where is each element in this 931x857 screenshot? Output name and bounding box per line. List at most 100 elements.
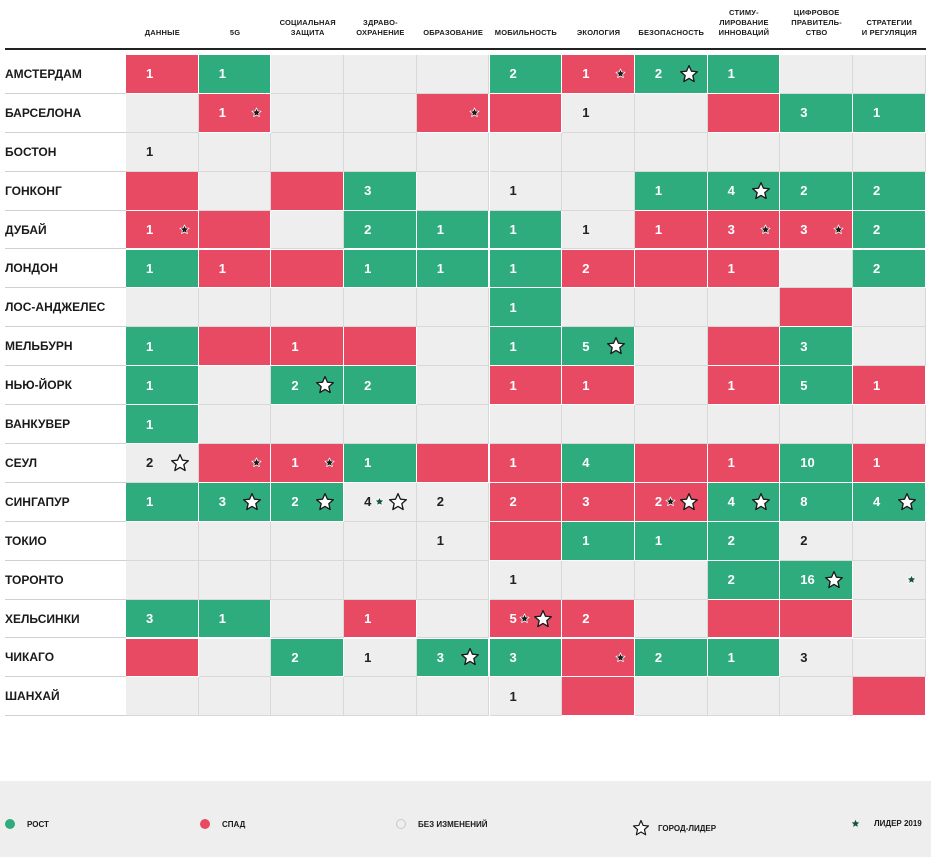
table-cell bbox=[853, 560, 926, 600]
cell-value: 1 bbox=[436, 222, 445, 238]
table-cell bbox=[853, 55, 926, 94]
row-city-label: ГОНКОНГ bbox=[5, 172, 126, 211]
cell-value: 5 bbox=[582, 338, 590, 354]
legend-item-none: БЕЗ ИЗМЕНЕНИЙ bbox=[396, 819, 487, 829]
city-leader-star-icon bbox=[751, 492, 771, 512]
table-cell: 1 bbox=[853, 366, 926, 406]
table-cell: 1 bbox=[416, 210, 490, 250]
red-dot-icon bbox=[200, 819, 210, 829]
table-cell bbox=[634, 327, 708, 367]
table-cell: 1 bbox=[634, 210, 708, 250]
leader-2019-star-icon bbox=[615, 652, 626, 663]
row-city-label: АМСТЕРДАМ bbox=[5, 55, 126, 94]
table-cell bbox=[634, 93, 708, 133]
legend-label-none: БЕЗ ИЗМЕНЕНИЙ bbox=[418, 819, 488, 829]
table-cell: 2 bbox=[780, 521, 853, 561]
cell-value: 1 bbox=[146, 66, 154, 82]
table-cell bbox=[634, 560, 708, 600]
table-cell: 1 bbox=[489, 677, 563, 717]
table-cell: 1 bbox=[126, 55, 199, 94]
table-cell bbox=[344, 677, 417, 717]
table-cell: 1 bbox=[344, 599, 417, 639]
cell-value: 1 bbox=[291, 455, 299, 471]
cell-value: 1 bbox=[873, 377, 881, 393]
table-cell bbox=[344, 405, 417, 444]
city-leader-star-icon bbox=[824, 570, 844, 590]
table-cell bbox=[198, 327, 272, 367]
table-cell bbox=[198, 521, 272, 561]
table-cell bbox=[416, 366, 490, 406]
table-cell bbox=[707, 132, 781, 172]
table-cell bbox=[198, 210, 272, 250]
table-cell bbox=[344, 288, 417, 328]
table-cell: 1 bbox=[489, 210, 563, 250]
table-cell bbox=[271, 599, 345, 639]
cell-value: 1 bbox=[727, 66, 735, 82]
table-cell bbox=[344, 327, 417, 367]
table-cell bbox=[780, 132, 853, 172]
cell-value: 3 bbox=[436, 649, 445, 665]
legend-item-down: СПАД bbox=[200, 819, 245, 829]
table-cell: 2 bbox=[416, 482, 490, 522]
table-cell: 2 bbox=[634, 482, 708, 522]
column-header: СОЦИАЛЬНАЯ ЗАЩИТА bbox=[279, 18, 336, 37]
table-cell bbox=[780, 288, 853, 328]
table-cell: 2 bbox=[271, 366, 345, 406]
table-cell: 8 bbox=[780, 482, 853, 522]
table-cell bbox=[126, 638, 199, 678]
table-cell: 3 bbox=[707, 210, 781, 250]
cell-value: 1 bbox=[509, 688, 517, 704]
cell-value: 3 bbox=[218, 494, 226, 510]
table-cell bbox=[126, 93, 199, 133]
cell-value: 2 bbox=[654, 494, 663, 510]
cell-value: 2 bbox=[582, 611, 590, 627]
table-cell: 1 bbox=[634, 171, 708, 211]
cell-value: 2 bbox=[364, 377, 372, 393]
table-cell bbox=[344, 560, 417, 600]
table-cell bbox=[271, 55, 345, 94]
table-cell bbox=[198, 638, 272, 678]
cell-value: 2 bbox=[800, 183, 808, 199]
table-cell bbox=[634, 366, 708, 406]
table-cell: 2 bbox=[853, 249, 926, 289]
table-cell: 5 bbox=[562, 327, 635, 367]
city-leader-star-icon bbox=[679, 492, 699, 512]
table-cell bbox=[344, 93, 417, 133]
cell-value: 1 bbox=[654, 222, 663, 238]
cell-value: 1 bbox=[727, 455, 735, 471]
leader-2019-star-icon bbox=[833, 224, 844, 235]
row-city-label: НЬЮ-ЙОРК bbox=[5, 366, 126, 406]
outline-star-icon bbox=[632, 819, 650, 837]
cell-value: 1 bbox=[873, 455, 881, 471]
table-cell bbox=[707, 288, 781, 328]
table-cell bbox=[271, 560, 345, 600]
row-city-label: ХЕЛЬСИНКИ bbox=[5, 600, 126, 639]
cell-value: 1 bbox=[146, 416, 154, 432]
table-cell: 1 bbox=[126, 210, 199, 250]
cell-value: 1 bbox=[582, 66, 590, 82]
city-leader-star-icon bbox=[315, 492, 335, 512]
header-divider bbox=[5, 48, 926, 50]
cell-icons bbox=[469, 94, 480, 132]
cell-value: 2 bbox=[509, 494, 517, 510]
table-cell: 2 bbox=[489, 55, 563, 94]
cell-value: 2 bbox=[873, 260, 881, 276]
table-cell bbox=[344, 132, 417, 172]
table-cell bbox=[271, 677, 345, 717]
cell-value: 1 bbox=[364, 455, 372, 471]
table-cell bbox=[416, 288, 490, 328]
cell-value: 1 bbox=[146, 338, 154, 354]
row-city-label: МЕЛЬБУРН bbox=[5, 327, 126, 367]
legend-item-up: РОСТ bbox=[5, 819, 49, 829]
row-city-label: ВАНКУВЕР bbox=[5, 405, 126, 444]
legend-label-leader: ГОРОД-ЛИДЕР bbox=[658, 823, 717, 833]
cell-value: 2 bbox=[654, 649, 663, 665]
cell-icons bbox=[170, 444, 190, 482]
cell-value: 4 bbox=[727, 183, 735, 199]
table-cell: 1 bbox=[489, 444, 563, 483]
leader-2019-star-icon bbox=[519, 613, 530, 624]
table-cell: 1 bbox=[126, 482, 199, 522]
table-cell: 1 bbox=[707, 366, 781, 406]
table-cell: 16 bbox=[780, 560, 853, 600]
table-cell: 1 bbox=[271, 327, 345, 367]
